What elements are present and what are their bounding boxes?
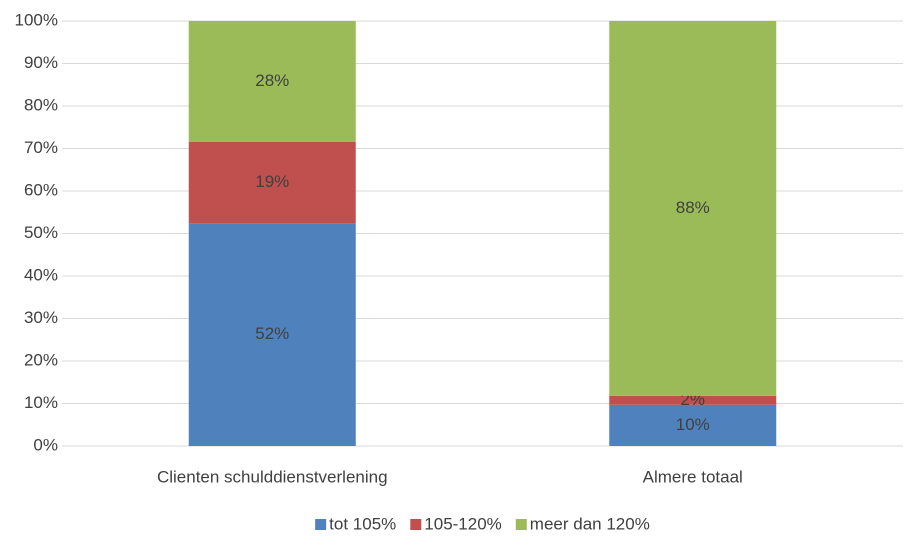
x-tick-label: Clienten schulddienstverlening: [157, 467, 388, 486]
legend-swatch: [315, 519, 327, 530]
bar-segment: [188, 21, 356, 142]
legend: tot 105% 105-120% meer dan 120%: [315, 514, 650, 533]
bar-segment: [609, 404, 777, 446]
data-label: 52%: [255, 324, 289, 343]
data-label: 28%: [255, 71, 289, 90]
y-tick-label: 70%: [24, 138, 58, 157]
legend-label: meer dan 120%: [530, 514, 650, 533]
y-tick-label: 60%: [24, 180, 58, 199]
y-tick-label: 50%: [24, 223, 58, 242]
bar-segment: [188, 141, 356, 224]
y-tick-label: 30%: [24, 308, 58, 327]
legend-label: tot 105%: [329, 514, 396, 533]
data-label: 19%: [255, 172, 289, 191]
y-tick-label: 100%: [15, 10, 58, 29]
data-label: 10%: [676, 415, 710, 434]
bar-segment: [609, 21, 777, 396]
y-tick-label: 20%: [24, 350, 58, 369]
x-tick-label: Almere totaal: [643, 467, 743, 486]
data-label: 88%: [676, 198, 710, 217]
legend-swatch: [515, 519, 527, 530]
y-tick-label: 40%: [24, 265, 58, 284]
y-tick-label: 90%: [24, 53, 58, 72]
y-tick-label: 80%: [24, 95, 58, 114]
legend-swatch: [410, 519, 422, 530]
bar-segment: [609, 395, 777, 405]
bar-segment: [188, 223, 356, 446]
y-tick-label: 0%: [33, 435, 58, 454]
legend-label: 105-120%: [424, 514, 502, 533]
y-tick-label: 10%: [24, 393, 58, 412]
